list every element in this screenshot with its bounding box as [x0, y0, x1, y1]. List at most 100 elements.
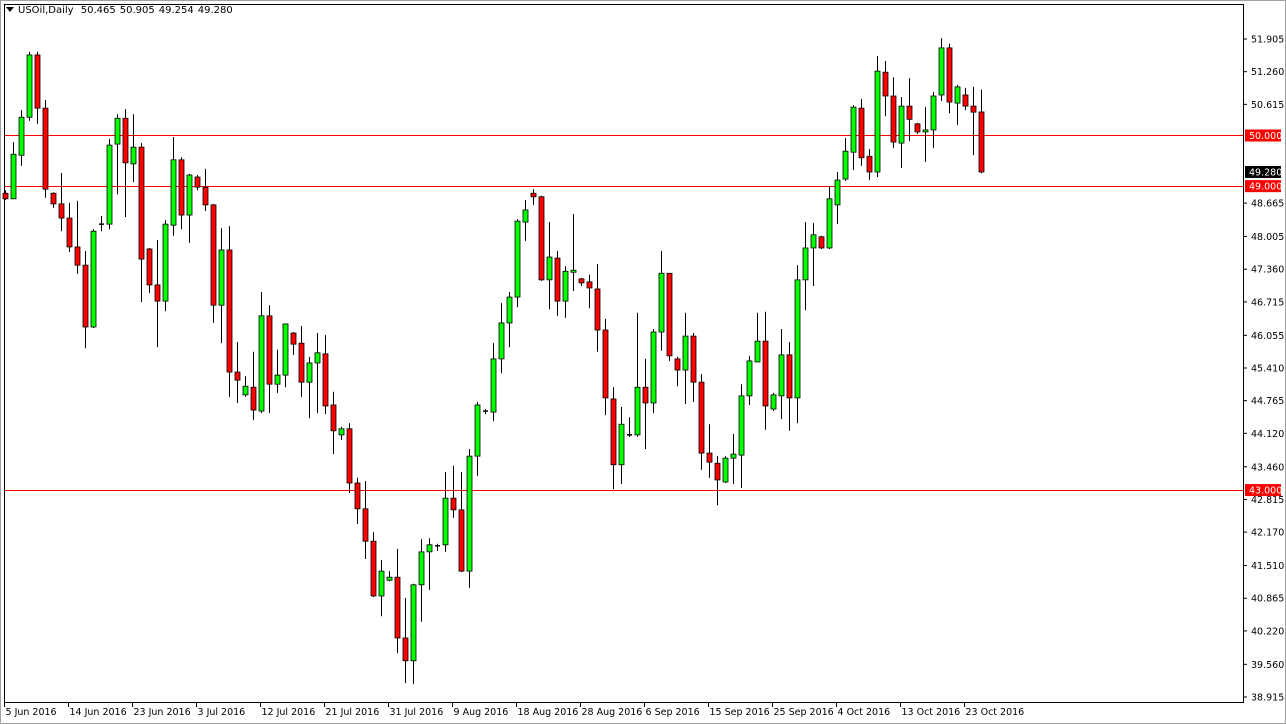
- candle: [250, 351, 257, 421]
- symbol-label: USOil,Daily: [18, 5, 74, 16]
- candle-body-bull: [618, 423, 625, 466]
- candle: [658, 250, 665, 351]
- candle: [627, 417, 632, 437]
- candle-body-bull: [562, 270, 569, 302]
- candle: [690, 333, 697, 402]
- candle: [2, 190, 9, 200]
- x-tick-label: 3 Jul 2016: [198, 707, 246, 718]
- candle: [90, 229, 97, 328]
- x-tick-label: 15 Sep 2016: [710, 707, 770, 718]
- candle-body-bear: [50, 192, 57, 205]
- candle: [706, 424, 713, 478]
- candle-body-bull: [738, 395, 745, 456]
- candle: [842, 138, 849, 182]
- candle: [483, 409, 488, 415]
- candle: [714, 456, 721, 506]
- candle: [410, 583, 417, 685]
- candle: [58, 172, 65, 232]
- candle-body-bear: [978, 111, 985, 173]
- candle-body-bear: [602, 329, 609, 399]
- candle-body-bull: [170, 159, 177, 226]
- candle-body-bear: [714, 462, 721, 481]
- candle: [906, 78, 913, 142]
- candle: [154, 239, 161, 348]
- candle-body-bull: [730, 453, 737, 459]
- current-price-label-bg: [1245, 165, 1281, 178]
- candle: [930, 91, 937, 149]
- y-tick-label: 44.765: [1251, 396, 1284, 407]
- candle: [850, 105, 857, 170]
- candle: [954, 84, 961, 125]
- candle: [978, 89, 985, 174]
- candle-body-bull: [802, 247, 809, 281]
- candle: [99, 216, 104, 232]
- candle-body-bear: [402, 637, 409, 662]
- candle: [890, 77, 897, 149]
- candle: [762, 311, 769, 430]
- candle-body-bull: [794, 279, 801, 399]
- y-tick-label: 47.360: [1251, 265, 1284, 276]
- candle-body-bull: [338, 428, 345, 436]
- candle: [210, 203, 217, 323]
- y-tick-label: 41.510: [1251, 561, 1284, 572]
- candle: [642, 358, 649, 450]
- candle-body-bull: [378, 570, 385, 597]
- candle-body-bear: [58, 203, 65, 219]
- candle: [186, 173, 193, 243]
- x-tick-label: 6 Sep 2016: [646, 707, 700, 718]
- candle: [770, 392, 777, 412]
- candle-body-bull: [746, 360, 753, 397]
- dropdown-triangle-icon[interactable]: [6, 7, 14, 12]
- candle: [442, 471, 449, 552]
- candle: [602, 318, 609, 416]
- candle-body-bull: [810, 234, 817, 249]
- candle-body-bear: [642, 386, 649, 404]
- candle-body-bull: [410, 584, 417, 662]
- candle-body-bear: [322, 353, 329, 407]
- close-value: 49.280: [197, 5, 233, 16]
- candle: [882, 61, 889, 117]
- candle-body-bear: [890, 95, 897, 143]
- candle-body-bull: [242, 385, 249, 396]
- candle-body-bull: [162, 223, 169, 302]
- candle-body-bull: [186, 174, 193, 216]
- candle: [122, 109, 129, 218]
- candle-body-bull: [922, 129, 929, 133]
- candle-body-bull: [466, 455, 473, 572]
- candle: [226, 226, 233, 397]
- x-tick-label: 25 Sep 2016: [774, 707, 834, 718]
- level-price-label-bg: [1245, 180, 1281, 193]
- y-tick-label: 46.715: [1251, 297, 1284, 308]
- candle-body-bull: [18, 116, 25, 156]
- candle-body-bull: [930, 95, 937, 131]
- x-tick-label: 4 Oct 2016: [838, 707, 891, 718]
- candle-body-bear: [554, 257, 561, 302]
- candle: [730, 433, 737, 484]
- candle-body-bull: [506, 296, 513, 324]
- price-axis: 51.905 51.260 50.615 48.665 48.005 47.360 46.7…: [1243, 35, 1284, 704]
- x-tick-label: 5 Jun 2016: [6, 707, 57, 718]
- candle-body-bear: [66, 217, 73, 248]
- candle-body-bull: [426, 544, 433, 553]
- candle-body-bull: [898, 105, 905, 144]
- level-price-label-bg: [1245, 129, 1281, 142]
- candle: [418, 539, 425, 622]
- y-tick-label: 51.260: [1251, 67, 1284, 78]
- candle: [138, 143, 145, 303]
- level-price-label: 49.000: [1249, 182, 1282, 193]
- candle-body-bull: [26, 54, 33, 118]
- candle: [698, 374, 705, 470]
- candle: [962, 87, 969, 111]
- candle: [874, 55, 881, 178]
- candle-body-bull: [474, 404, 481, 457]
- candle: [402, 597, 409, 684]
- candle: [10, 142, 17, 200]
- candle: [274, 349, 281, 393]
- x-tick-label: 9 Aug 2016: [454, 707, 509, 718]
- candle: [170, 137, 177, 236]
- candle-body-bull: [386, 576, 393, 581]
- candle-body-bear: [914, 123, 921, 133]
- y-tick-label: 48.665: [1251, 199, 1284, 210]
- candle-body-bull: [522, 209, 529, 223]
